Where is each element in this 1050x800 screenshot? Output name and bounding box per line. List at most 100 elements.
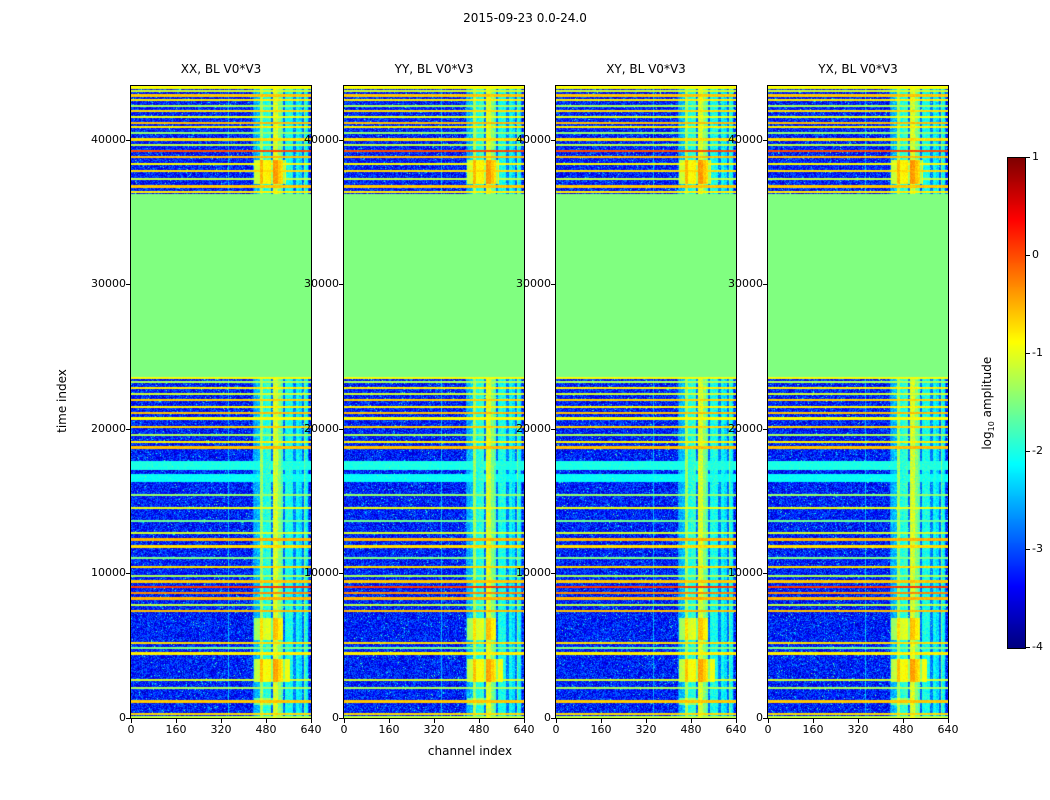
colorbar-axis-label: log10 amplitude <box>980 303 996 503</box>
x-tick-label: 160 <box>165 723 187 736</box>
y-tick-label: 40000 <box>728 133 763 146</box>
panel-title-3: YX, BL V0*V3 <box>818 62 898 76</box>
y-tick-label: 20000 <box>304 422 339 435</box>
y-tick-mark <box>126 140 130 141</box>
y-tick-mark <box>551 718 555 719</box>
colorbar-tick-mark <box>1026 647 1030 648</box>
x-tick-mark <box>646 719 647 723</box>
x-tick-label: 0 <box>764 723 772 736</box>
x-tick-label: 480 <box>892 723 914 736</box>
panel-title-2: XY, BL V0*V3 <box>606 62 686 76</box>
x-tick-mark <box>131 719 132 723</box>
y-tick-label: 40000 <box>516 133 551 146</box>
y-tick-label: 10000 <box>728 566 763 579</box>
panel-2 <box>555 85 737 719</box>
x-tick-mark <box>903 719 904 723</box>
y-tick-label: 0 <box>332 711 339 724</box>
y-tick-label: 10000 <box>304 566 339 579</box>
y-tick-label: 40000 <box>91 133 126 146</box>
y-axis-label: time index <box>55 369 69 433</box>
y-tick-label: 20000 <box>516 422 551 435</box>
x-tick-label: 0 <box>127 723 135 736</box>
y-tick-mark <box>339 429 343 430</box>
x-tick-mark <box>266 719 267 723</box>
y-tick-mark <box>763 718 767 719</box>
y-tick-label: 0 <box>756 711 763 724</box>
colorbar-tick-mark <box>1026 255 1030 256</box>
y-tick-label: 20000 <box>91 422 126 435</box>
y-tick-label: 0 <box>544 711 551 724</box>
colorbar-tick-label: -3 <box>1032 542 1043 555</box>
x-tick-label: 640 <box>937 723 959 736</box>
heatmap-canvas-1 <box>344 86 524 718</box>
x-tick-label: 160 <box>590 723 612 736</box>
y-tick-label: 10000 <box>91 566 126 579</box>
y-tick-label: 30000 <box>91 277 126 290</box>
y-tick-mark <box>551 573 555 574</box>
y-tick-mark <box>339 284 343 285</box>
figure-title: 2015-09-23 0.0-24.0 <box>463 11 587 25</box>
x-tick-mark <box>221 719 222 723</box>
colorbar-tick-mark <box>1026 157 1030 158</box>
colorbar-tick-label: -4 <box>1032 640 1043 653</box>
x-tick-mark <box>736 719 737 723</box>
x-tick-label: 0 <box>552 723 560 736</box>
y-tick-mark <box>763 429 767 430</box>
y-tick-mark <box>551 284 555 285</box>
x-tick-label: 480 <box>680 723 702 736</box>
x-tick-mark <box>434 719 435 723</box>
panel-1 <box>343 85 525 719</box>
x-tick-mark <box>556 719 557 723</box>
x-tick-mark <box>524 719 525 723</box>
x-tick-mark <box>601 719 602 723</box>
x-tick-label: 0 <box>340 723 348 736</box>
x-tick-label: 480 <box>255 723 277 736</box>
y-tick-label: 30000 <box>728 277 763 290</box>
panel-0 <box>130 85 312 719</box>
x-tick-label: 480 <box>468 723 490 736</box>
colorbar-tick-label: -2 <box>1032 444 1043 457</box>
colorbar-label-sub: 10 <box>987 421 997 432</box>
x-tick-label: 640 <box>513 723 535 736</box>
y-tick-label: 0 <box>119 711 126 724</box>
y-tick-mark <box>763 140 767 141</box>
heatmap-canvas-0 <box>131 86 311 718</box>
colorbar-tick-mark <box>1026 353 1030 354</box>
x-tick-mark <box>176 719 177 723</box>
x-tick-label: 320 <box>847 723 869 736</box>
y-tick-mark <box>126 718 130 719</box>
colorbar-label-prefix: log <box>979 431 994 450</box>
y-tick-label: 30000 <box>304 277 339 290</box>
panel-title-1: YY, BL V0*V3 <box>394 62 474 76</box>
x-tick-label: 640 <box>300 723 322 736</box>
heatmap-canvas-2 <box>556 86 736 718</box>
x-axis-label: channel index <box>427 744 513 758</box>
x-tick-label: 160 <box>802 723 824 736</box>
colorbar-tick-label: 0 <box>1032 248 1039 261</box>
y-tick-mark <box>551 140 555 141</box>
y-tick-mark <box>763 573 767 574</box>
x-tick-mark <box>691 719 692 723</box>
x-tick-mark <box>344 719 345 723</box>
x-tick-mark <box>389 719 390 723</box>
panel-title-0: XX, BL V0*V3 <box>180 62 262 76</box>
y-tick-mark <box>339 140 343 141</box>
y-tick-mark <box>339 573 343 574</box>
x-tick-mark <box>813 719 814 723</box>
colorbar-tick-mark <box>1026 451 1030 452</box>
y-tick-label: 30000 <box>516 277 551 290</box>
x-tick-label: 320 <box>210 723 232 736</box>
y-tick-mark <box>126 429 130 430</box>
colorbar-tick-label: -1 <box>1032 346 1043 359</box>
y-tick-mark <box>126 284 130 285</box>
x-tick-mark <box>311 719 312 723</box>
x-tick-mark <box>948 719 949 723</box>
panel-3 <box>767 85 949 719</box>
colorbar-gradient <box>1008 158 1025 648</box>
y-tick-mark <box>551 429 555 430</box>
x-tick-mark <box>479 719 480 723</box>
y-tick-label: 10000 <box>516 566 551 579</box>
y-tick-mark <box>126 573 130 574</box>
x-tick-mark <box>858 719 859 723</box>
y-tick-mark <box>763 284 767 285</box>
